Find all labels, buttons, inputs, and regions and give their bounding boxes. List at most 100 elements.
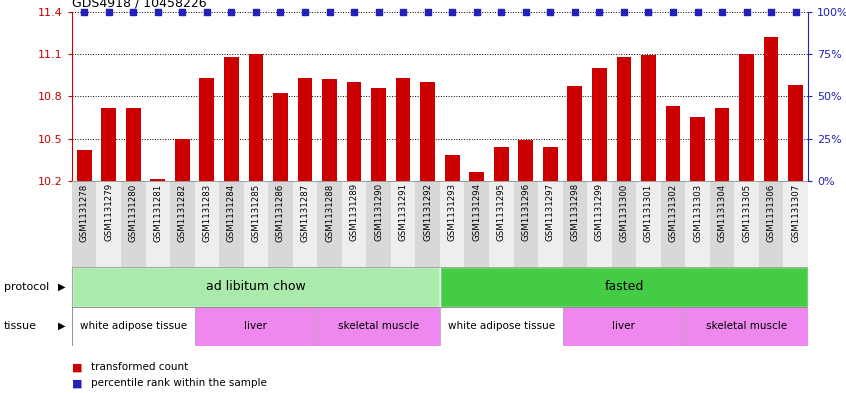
Point [126,9,140,15]
Bar [739,54,754,181]
Text: GSM1131283: GSM1131283 [202,184,212,242]
Point [322,9,336,15]
Text: GSM1131303: GSM1131303 [693,184,702,242]
Text: GSM1131288: GSM1131288 [325,184,334,242]
Point [666,9,679,15]
Bar [514,181,538,267]
Point [200,9,213,15]
Bar [126,108,140,181]
Text: GSM1131307: GSM1131307 [791,184,800,242]
Text: GSM1131306: GSM1131306 [766,184,776,242]
Bar [273,94,288,181]
Bar [440,307,563,346]
Bar [77,150,91,181]
Bar [538,181,563,267]
Bar [195,181,219,267]
Text: ■: ■ [72,378,82,388]
Bar [612,181,636,267]
Bar [72,267,440,307]
Text: GSM1131282: GSM1131282 [178,184,187,242]
Text: GSM1131295: GSM1131295 [497,184,506,242]
Bar [440,181,464,267]
Bar [690,118,705,181]
Point [420,9,434,15]
Point [347,9,360,15]
Bar [685,181,710,267]
Bar [371,88,386,181]
Bar [420,82,435,181]
Bar [519,140,533,181]
Point [470,9,483,15]
Text: GSM1131300: GSM1131300 [619,184,629,242]
Point [690,9,704,15]
Bar [759,181,783,267]
Point [273,9,287,15]
Bar [72,307,195,346]
Bar [96,181,121,267]
Text: GSM1131296: GSM1131296 [521,184,530,242]
Text: GSM1131297: GSM1131297 [546,184,555,242]
Point [371,9,385,15]
Point [739,9,753,15]
Bar [249,54,263,181]
Point [543,9,557,15]
Bar [322,79,337,181]
Bar [543,147,558,181]
Text: tissue: tissue [4,321,37,331]
Bar [366,181,391,267]
Bar [415,181,440,267]
Text: GSM1131285: GSM1131285 [251,184,261,242]
Text: GSM1131291: GSM1131291 [398,184,408,242]
Point [592,9,606,15]
Bar [151,179,165,181]
Bar [317,307,440,346]
Text: GSM1131284: GSM1131284 [227,184,236,242]
Bar [788,85,803,181]
Bar [244,181,268,267]
Text: percentile rank within the sample: percentile rank within the sample [91,378,266,388]
Point [175,9,189,15]
Bar [661,181,685,267]
Bar [617,57,631,181]
Bar [440,267,808,307]
Point [788,9,802,15]
Bar [396,78,410,181]
Bar [219,181,244,267]
Point [151,9,164,15]
Bar [489,181,514,267]
Text: GSM1131290: GSM1131290 [374,184,383,242]
Point [396,9,409,15]
Text: transformed count: transformed count [91,362,188,373]
Bar [666,106,680,181]
Point [224,9,238,15]
Text: GSM1131281: GSM1131281 [153,184,162,242]
Point [519,9,532,15]
Text: GSM1131278: GSM1131278 [80,184,89,242]
Bar [121,181,146,267]
Point [568,9,581,15]
Bar [587,181,612,267]
Bar [494,147,508,181]
Bar [195,307,317,346]
Bar [685,307,808,346]
Bar [470,172,484,181]
Text: GSM1131302: GSM1131302 [668,184,678,242]
Text: skeletal muscle: skeletal muscle [706,321,787,331]
Bar [592,68,607,181]
Bar [293,181,317,267]
Text: GSM1131279: GSM1131279 [104,184,113,242]
Text: protocol: protocol [4,282,49,292]
Bar [445,155,459,181]
Bar [347,82,361,181]
Text: ■: ■ [72,362,82,373]
Text: fasted: fasted [604,280,644,294]
Bar [568,86,582,181]
Point [77,9,91,15]
Bar [641,55,656,181]
Text: GSM1131304: GSM1131304 [717,184,727,242]
Bar [146,181,170,267]
Text: liver: liver [244,321,267,331]
Bar [175,138,190,181]
Point [764,9,777,15]
Text: GDS4918 / 10458226: GDS4918 / 10458226 [72,0,206,9]
